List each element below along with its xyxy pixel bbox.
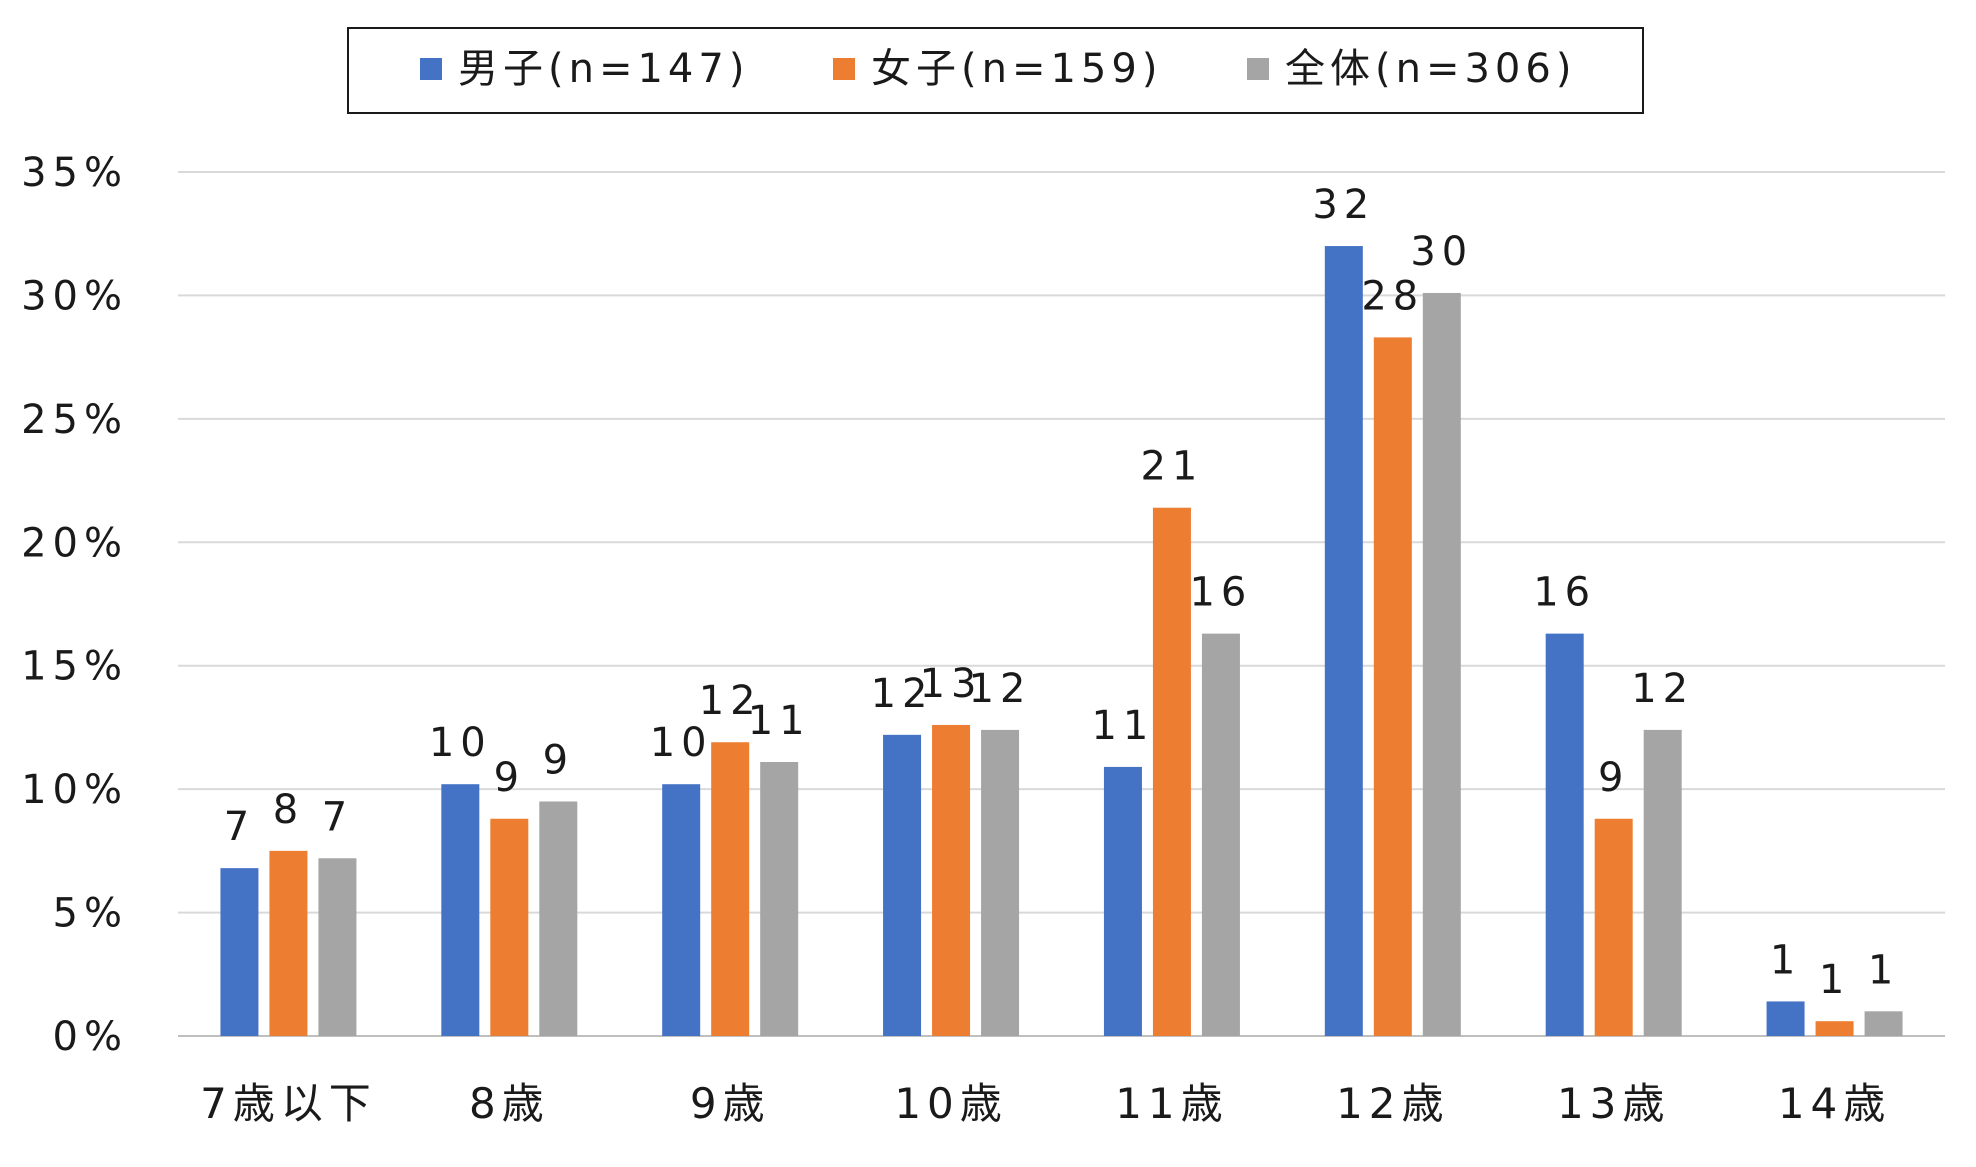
- bar: [1864, 1011, 1903, 1036]
- y-tick-label: 30%: [21, 273, 128, 319]
- x-tick-label: 14歳: [1778, 1079, 1891, 1128]
- bar: [1422, 292, 1461, 1037]
- x-tick-label: 8歳: [469, 1079, 550, 1128]
- bar: [760, 761, 799, 1036]
- legend-swatch: [420, 58, 442, 80]
- x-tick-label: 12歳: [1336, 1079, 1449, 1128]
- bar: [1201, 633, 1240, 1036]
- x-axis: 7歳以下 8歳 9歳 10歳 11歳 12歳 13歳 14歳: [200, 1079, 1891, 1128]
- legend: 男子(n=147) 女子(n=159) 全体(n=306): [347, 27, 1644, 114]
- data-label: 12: [969, 666, 1032, 712]
- y-tick-label: 15%: [21, 644, 128, 690]
- bar: [220, 868, 259, 1036]
- legend-label: 女子(n=159): [871, 46, 1162, 92]
- data-label: 28: [1361, 273, 1424, 319]
- bar: [711, 742, 750, 1036]
- data-label: 10: [650, 720, 713, 766]
- data-label: 10: [429, 720, 492, 766]
- bar: [1594, 818, 1633, 1036]
- data-label: 13: [920, 661, 983, 707]
- data-label: 11: [1091, 703, 1154, 749]
- data-label: 16: [1533, 570, 1596, 616]
- y-tick-label: 10%: [21, 767, 128, 813]
- data-label: 30: [1410, 229, 1473, 275]
- data-label: 16: [1189, 570, 1252, 616]
- x-tick-label: 11歳: [1115, 1079, 1228, 1128]
- data-label: 21: [1140, 444, 1203, 490]
- x-tick-label: 13歳: [1557, 1079, 1670, 1128]
- y-tick-label: 0%: [53, 1014, 128, 1060]
- bar: [1545, 633, 1584, 1036]
- data-label: 12: [1631, 666, 1694, 712]
- y-tick-label: 5%: [53, 891, 128, 937]
- bar: [1766, 1001, 1805, 1036]
- y-tick-label: 25%: [21, 397, 128, 443]
- legend-label: 全体(n=306): [1285, 46, 1576, 92]
- legend-label: 男子(n=147): [458, 46, 749, 92]
- data-label: 12: [871, 671, 934, 717]
- bar: [1643, 729, 1682, 1036]
- y-tick-label: 35%: [21, 150, 128, 196]
- data-label: 1: [1819, 957, 1850, 1003]
- legend-swatch: [833, 58, 855, 80]
- legend-swatch: [1247, 58, 1269, 80]
- bar: [932, 724, 971, 1036]
- bar: [981, 729, 1020, 1036]
- bars: [220, 246, 1903, 1037]
- bar: [1324, 246, 1363, 1037]
- bar: [1373, 337, 1412, 1036]
- bar: [1152, 507, 1191, 1036]
- data-label: 11: [748, 698, 811, 744]
- bar: [883, 734, 922, 1036]
- data-label: 1: [1770, 937, 1801, 983]
- data-label: 9: [1598, 755, 1629, 801]
- data-label: 7: [224, 804, 255, 850]
- y-tick-label: 20%: [21, 520, 128, 566]
- bar: [539, 801, 578, 1036]
- bar: [1103, 766, 1142, 1036]
- bar: [441, 784, 480, 1036]
- data-label: 9: [543, 737, 574, 783]
- data-label: 9: [494, 755, 525, 801]
- data-label: 1: [1868, 947, 1899, 993]
- y-axis: 0% 5% 10% 15% 20% 25% 30% 35%: [21, 150, 128, 1060]
- data-label: 32: [1312, 182, 1375, 228]
- data-label: 8: [273, 787, 304, 833]
- data-label: 12: [699, 678, 762, 724]
- bar: [318, 858, 357, 1036]
- data-label: 7: [322, 794, 353, 840]
- x-tick-label: 7歳以下: [200, 1079, 377, 1128]
- bar: [662, 784, 701, 1036]
- legend-box: [347, 27, 1644, 114]
- bar: [269, 850, 308, 1036]
- bar: [490, 818, 529, 1036]
- bar: [1815, 1021, 1854, 1036]
- x-tick-label: 9歳: [690, 1079, 771, 1128]
- x-tick-label: 10歳: [894, 1079, 1007, 1128]
